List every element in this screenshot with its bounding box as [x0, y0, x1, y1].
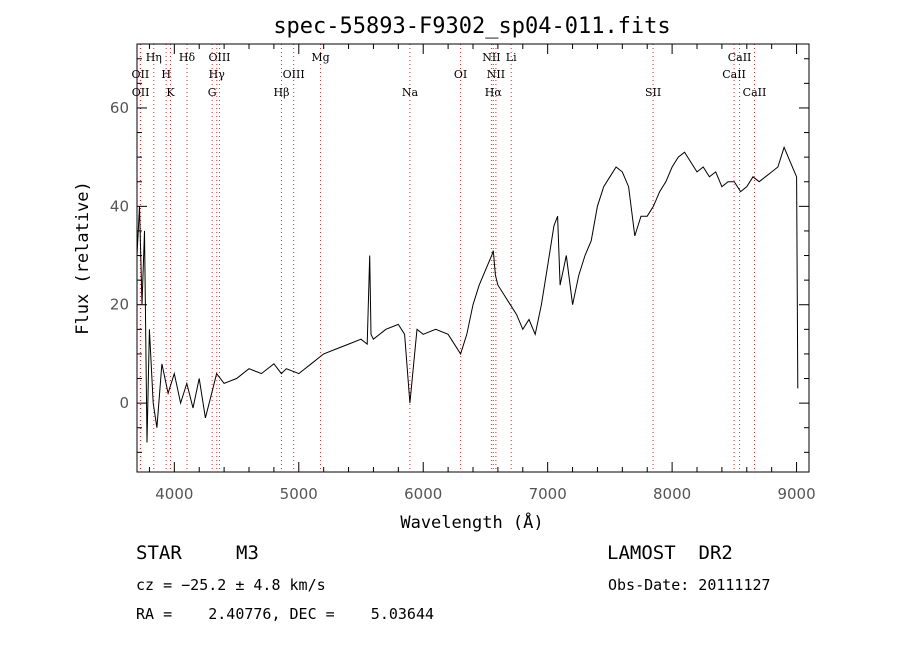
- x-tick-label: 4000: [155, 485, 193, 503]
- redshift-cz: cz = −25.2 ± 4.8 km/s: [136, 576, 326, 594]
- line-marker-label: Li: [506, 51, 517, 64]
- line-marker-label: Hβ: [274, 86, 290, 99]
- coordinates: RA = 2.40776, DEC = 5.03644: [136, 605, 435, 623]
- x-axis-ticks: 4000 5000 6000 7000 8000 9000: [148, 44, 816, 503]
- line-marker-label: Hη: [146, 51, 162, 64]
- spectral-line-markers: [139, 44, 755, 472]
- x-tick-label: 9000: [777, 485, 815, 503]
- y-tick-label: 40: [110, 197, 129, 215]
- line-marker-label: CaII: [728, 51, 752, 64]
- plot-frame: [136, 43, 810, 473]
- y-axis-label: Flux (relative): [73, 181, 93, 335]
- line-marker-label: CaII: [722, 68, 746, 81]
- observation-date: Obs-Date: 20111127: [608, 576, 771, 594]
- line-marker-label: Na: [402, 86, 419, 99]
- line-marker-label: OIII: [208, 51, 230, 64]
- y-tick-label: 0: [119, 394, 129, 412]
- x-axis-label: Wavelength (Å): [400, 511, 543, 533]
- line-marker-label: OIII: [283, 68, 305, 81]
- line-marker-label: Hα: [485, 86, 503, 99]
- y-tick-label: 20: [110, 296, 129, 314]
- y-axis-ticks: 0 20 40 60: [110, 58, 809, 453]
- y-tick-label: 60: [110, 99, 129, 117]
- line-marker-label: Mg: [311, 51, 329, 64]
- line-marker-label: NII: [487, 68, 505, 81]
- spectrum-line: [136, 145, 799, 443]
- line-marker-label: NII: [482, 51, 500, 64]
- line-marker-label: H: [161, 68, 171, 81]
- line-marker-label: K: [166, 86, 175, 99]
- line-marker-label: Hγ: [209, 68, 226, 81]
- line-marker-label: Hδ: [179, 51, 196, 64]
- object-class: STAR: [136, 542, 182, 564]
- survey-name: LAMOST DR2: [607, 542, 733, 564]
- line-marker-label: OI: [454, 68, 467, 81]
- x-tick-label: 7000: [529, 485, 567, 503]
- x-tick-label: 6000: [404, 485, 442, 503]
- line-marker-label: G: [208, 86, 217, 99]
- x-tick-label: 5000: [280, 485, 318, 503]
- x-tick-label: 8000: [653, 485, 691, 503]
- line-marker-label: SII: [645, 86, 661, 99]
- chart-title: spec-55893-F9302_sp04-011.fits: [273, 14, 670, 39]
- object-subclass: M3: [236, 542, 259, 564]
- line-marker-label: OII: [132, 68, 150, 81]
- spectral-line-labels: OII OII Hη HK Hδ OIII Hγ G OIII Hβ Mg Na OI NII NII Hα L…: [132, 51, 767, 99]
- line-marker-label: CaII: [743, 86, 767, 99]
- line-marker-label: OII: [132, 86, 150, 99]
